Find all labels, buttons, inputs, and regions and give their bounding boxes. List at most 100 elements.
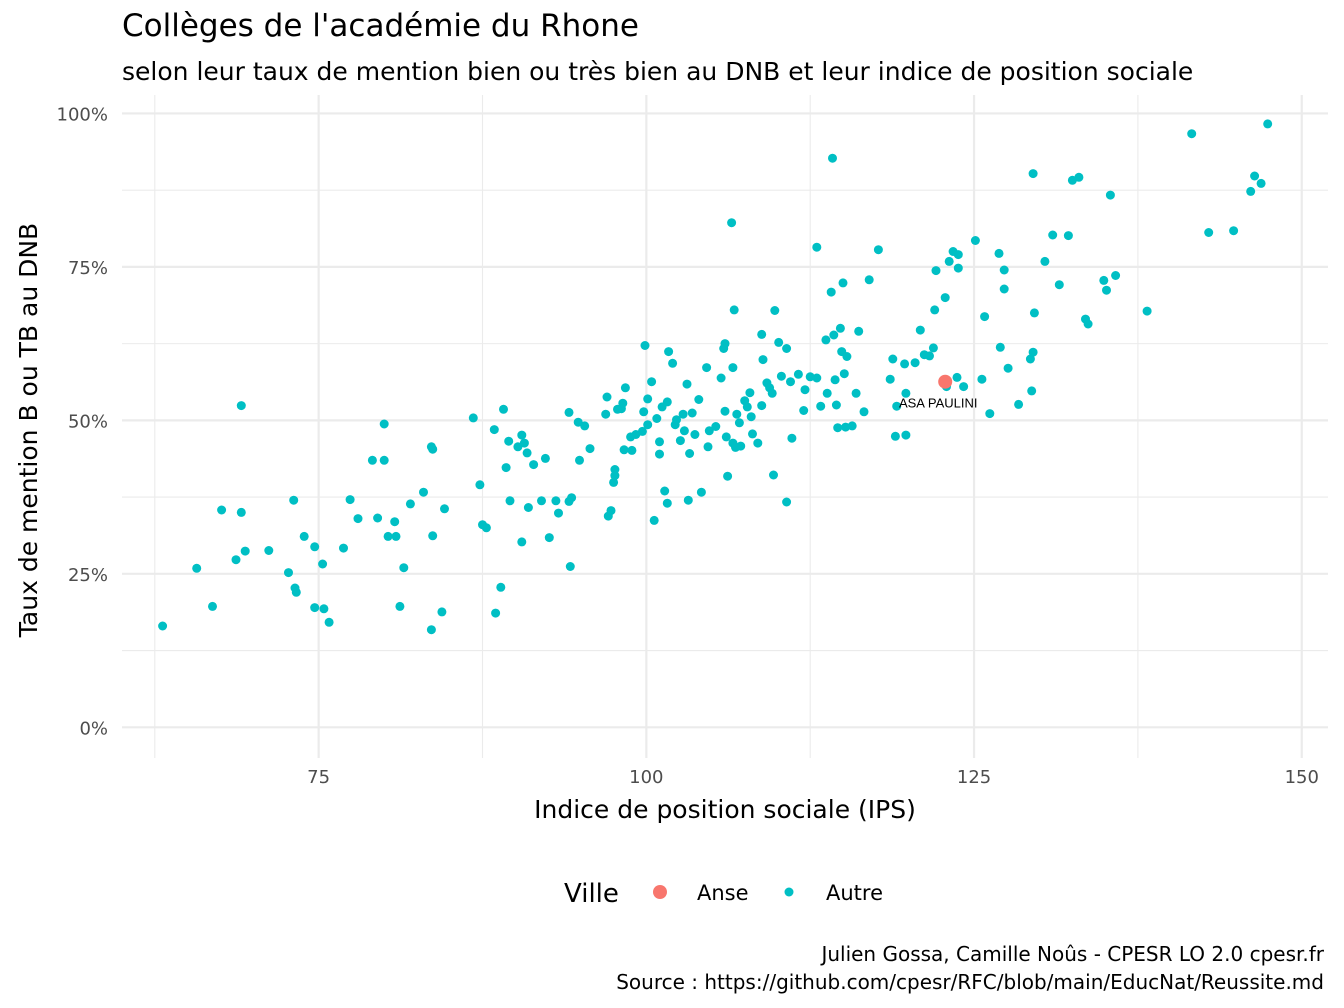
data-point-autre [580,421,590,431]
data-point-autre [736,441,746,451]
data-point-autre [655,449,664,459]
data-point-autre [640,341,650,350]
data-point-autre [499,404,508,414]
data-point-autre [930,305,940,315]
data-point-autre [637,426,647,436]
data-point-autre [602,392,612,402]
data-point-autre [925,351,934,361]
data-point-autre [753,438,763,448]
data-point-autre [748,429,757,439]
data-point-autre [838,278,848,288]
data-point-autre [1028,347,1038,357]
data-point-autre [687,408,697,418]
data-point-autre [1025,354,1035,364]
data-point-autre [318,559,328,569]
chart-subtitle: selon leur taux de mention bien ou très … [122,57,1194,86]
data-point-autre [854,326,864,336]
data-point-autre [231,555,241,565]
data-point-autre [1256,178,1266,188]
caption-line-author: Julien Gossa, Camille Noûs - CPESR LO 2.… [821,942,1324,966]
data-point-autre [489,425,499,435]
data-point-autre [551,496,561,506]
data-point-autre [821,335,831,345]
data-point-autre [1083,319,1093,329]
data-point-autre [475,480,485,490]
data-point-autre [662,397,672,407]
data-point-autre [980,312,990,322]
data-point-autre [208,601,217,611]
data-point-autre [627,445,637,455]
data-point-autre [994,248,1004,258]
data-point-autre [888,354,898,364]
data-point-autre [575,455,584,465]
data-point-autre [746,412,756,422]
data-point-autre [567,493,577,503]
data-point-autre [291,587,301,597]
data-point-autre [1014,399,1024,409]
data-point-autre [353,514,363,524]
data-point-autre [774,337,784,347]
data-point-autre [405,499,415,509]
data-points [158,119,1273,635]
data-point-autre [522,448,532,458]
data-point-autre [816,401,826,411]
data-point-autre [619,445,629,455]
data-point-autre [428,444,438,454]
data-point-autre [529,460,539,470]
data-point-autre [977,374,987,384]
data-point-autre [952,372,962,382]
data-point-autre [716,373,726,383]
data-point-autre [610,471,620,481]
data-point-autre [723,471,733,481]
data-point-autre [609,477,619,487]
data-point-autre [757,329,767,339]
data-point-autre [367,455,377,465]
data-point-autre [649,515,659,525]
x-tick-label: 75 [307,767,330,788]
data-point-autre [517,430,527,440]
data-point-autre [1142,306,1152,316]
data-point-autre [959,382,969,392]
data-point-autre [236,507,246,517]
data-point-autre [1102,285,1111,295]
y-tick-label: 100% [57,104,108,125]
data-point-autre [339,543,348,553]
data-point-autre [537,496,546,506]
data-point-autre [696,487,706,497]
data-point-autre [428,531,438,541]
data-point-autre [1187,129,1197,139]
data-point-autre [826,287,836,297]
data-point-autre [812,373,822,383]
data-point-autre [672,415,681,425]
data-point-autre [647,377,657,387]
data-point-autre [639,407,649,417]
data-point-autre [373,513,383,523]
data-point-autre [901,430,911,440]
data-point-autre [481,523,491,533]
data-point-autre [391,531,401,541]
data-point-autre [668,358,678,368]
y-axis-title: Taux de mention B ou TB au DNB [14,223,43,638]
data-point-autre [1263,119,1273,129]
data-point-autre [643,394,653,404]
caption-line-source: Source : https://github.com/cpesr/RFC/bl… [616,970,1324,994]
legend-title: Ville [564,879,619,909]
data-point-autre [662,498,672,508]
data-point-autre [910,358,920,368]
data-point-autre [776,371,786,381]
data-point-autre [655,437,664,447]
data-point-autre [711,422,721,431]
data-point-autre [1111,271,1121,280]
data-point-autre [585,444,595,454]
data-point-autre [690,430,700,439]
annotations: ASA PAULINI [899,396,978,411]
data-point-autre [828,153,837,163]
data-point-autre [782,497,792,507]
data-point-autre [523,503,533,512]
data-point-autre [1099,275,1109,285]
data-point-autre [915,325,925,335]
data-point-autre [900,359,910,369]
chart-title: Collèges de l'académie du Rhone [122,8,639,44]
data-point-autre [839,369,849,379]
data-point-autre [1246,186,1256,196]
